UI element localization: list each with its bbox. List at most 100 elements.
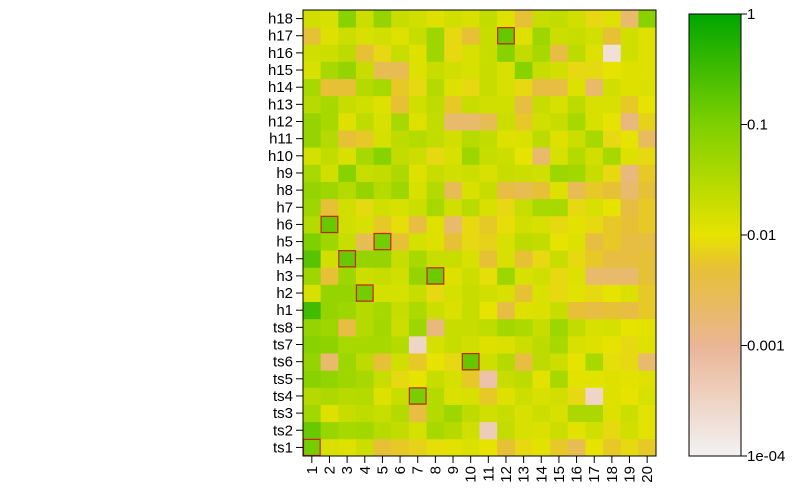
heatmap-cell-ts7-20 [638,335,657,354]
heatmap-cells [303,10,657,457]
heatmap-cell-h13-7 [408,95,427,114]
heatmap-cell-h18-9 [444,10,463,28]
heatmap-cell-h5-10 [461,233,480,251]
heatmap-cell-h1-9 [444,301,463,320]
heatmap-cell-h7-16 [567,198,586,217]
heatmap-cell-h1-4 [355,301,374,320]
heatmap-cell-h5-11 [479,233,498,251]
heatmap-cell-h3-4 [355,267,374,285]
heatmap-cell-h12-5 [373,112,392,131]
heatmap-cell-h4-11 [479,250,498,268]
heatmap-cell-h15-19 [620,61,639,80]
heatmap-cell-h13-1 [303,95,322,114]
x-tick-label-18: 18 [604,466,621,483]
highlighted-cell-h4-3 [338,250,357,268]
heatmap-cell-ts6-9 [444,353,463,371]
heatmap-cell-h14-1 [303,78,322,97]
heatmap-cell-h10-20 [638,147,657,165]
heatmap-cell-h11-16 [567,130,586,148]
heatmap-cell-h6-4 [355,215,374,234]
heatmap-cell-h12-7 [408,112,427,131]
heatmap-cell-h4-7 [408,250,427,268]
heatmap-cell-h11-7 [408,130,427,148]
heatmap-cell-h10-10 [461,147,480,165]
heatmap-cell-h7-2 [320,198,339,217]
heatmap-cell-h5-17 [585,233,604,251]
heatmap-cell-ts3-20 [638,404,657,423]
heatmap-cell-ts7-17 [585,335,604,354]
plot-border [302,9,657,457]
heatmap-cell-h5-5 [373,233,392,251]
heatmap-cell-ts2-3 [338,421,357,440]
x-tick-label-20: 20 [639,466,656,483]
heatmap-cell-h16-1 [303,44,322,62]
heatmap-cell-h5-19 [620,233,639,251]
heatmap-cell-h18-14 [532,10,551,28]
heatmap-cell-h17-13 [514,27,533,45]
heatmap-cell-ts3-13 [514,404,533,423]
heatmap-cell-ts6-16 [567,353,586,371]
heatmap-cell-h18-6 [391,10,410,28]
heatmap-cell-ts5-1 [303,370,322,388]
y-tick-label-h4: h4 [276,251,293,268]
heatmap-cell-ts7-9 [444,335,463,354]
heatmap-cell-h16-2 [320,44,339,62]
heatmap-cell-h14-16 [567,78,586,97]
x-tick-label-3: 3 [339,466,356,474]
heatmap-cell-h13-2 [320,95,339,114]
heatmap-cell-h14-18 [603,78,622,97]
heatmap-cell-h5-9 [444,233,463,251]
y-tick-label-ts8: ts8 [273,319,293,336]
heatmap-cell-h1-3 [338,301,357,320]
heatmap-cell-h10-9 [444,147,463,165]
heatmap-cell-h8-3 [338,181,357,200]
heatmap-cell-h13-8 [426,95,445,114]
heatmap-cell-h1-7 [408,301,427,320]
heatmap-cell-ts4-3 [338,387,357,405]
heatmap-cell-h13-6 [391,95,410,114]
heatmap-cell-ts7-7 [408,335,427,354]
x-tick-label-9: 9 [445,466,462,474]
heatmap-cell-h13-18 [603,95,622,114]
heatmap-cell-h16-20 [638,44,657,62]
heatmap-cell-ts3-8 [426,404,445,423]
heatmap-cell-h7-1 [303,198,322,217]
y-tick-label-h11: h11 [269,131,293,148]
highlighted-cell-h5-5 [373,232,392,251]
heatmap-cell-h3-14 [532,267,551,285]
heatmap-cell-h1-15 [550,301,569,320]
heatmap-cell-h17-2 [320,27,339,45]
heatmap-cell-h1-1 [303,301,322,320]
x-tick-label-10: 10 [463,466,480,483]
heatmap-cell-ts4-1 [303,387,322,405]
heatmap-cell-h16-16 [567,44,586,62]
heatmap-cell-ts8-20 [638,318,657,337]
heatmap-cell-ts4-15 [550,387,569,405]
heatmap-cell-h5-14 [532,233,551,251]
heatmap-cell-h7-19 [620,198,639,217]
heatmap-cell-h10-13 [514,147,533,165]
heatmap-cell-ts2-4 [355,421,374,440]
heatmap-cell-h6-14 [532,215,551,234]
heatmap-cell-h6-20 [638,215,657,234]
heatmap-cell-ts3-17 [585,404,604,423]
heatmap-cell-ts2-13 [514,421,533,440]
heatmap-cell-h14-20 [638,78,657,97]
heatmap-cell-ts1-7 [408,438,427,457]
heatmap-cell-ts7-2 [320,335,339,354]
heatmap-cell-h13-13 [514,95,533,114]
heatmap-cell-h12-2 [320,112,339,131]
heatmap-cell-h16-9 [444,44,463,62]
heatmap-cell-h1-18 [603,301,622,320]
heatmap-cell-ts2-16 [567,421,586,440]
heatmap-cell-h12-4 [355,112,374,131]
heatmap-cell-ts8-7 [408,318,427,337]
heatmap-cell-h4-4 [355,250,374,268]
heatmap-cell-h9-8 [426,164,445,182]
heatmap-cell-ts4-16 [567,387,586,405]
heatmap-cell-h5-2 [320,233,339,251]
heatmap-cell-h11-2 [320,130,339,148]
heatmap-cell-ts1-9 [444,438,463,457]
heatmap-cell-h11-6 [391,130,410,148]
heatmap-cell-h6-12 [497,215,516,234]
